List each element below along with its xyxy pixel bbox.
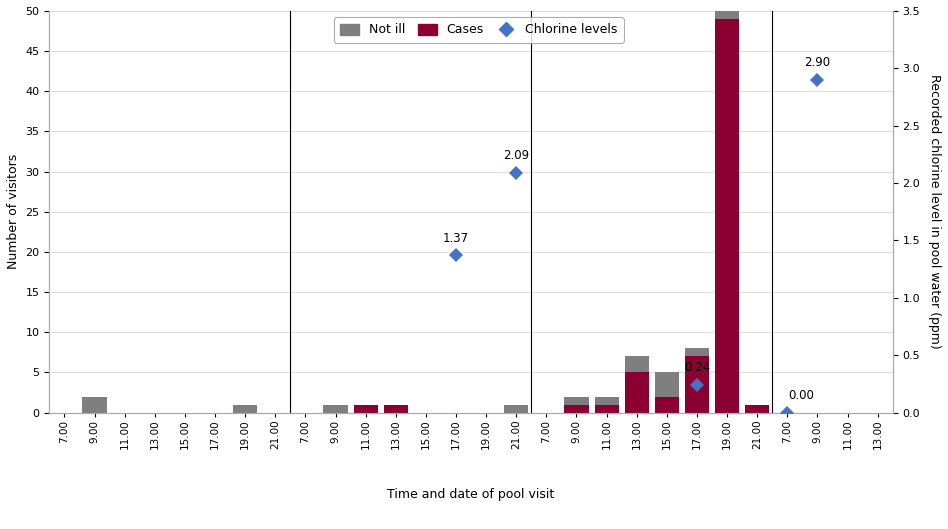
Bar bbox=[82, 397, 106, 413]
Bar bbox=[504, 405, 528, 413]
Chlorine levels bbox=[450, 252, 462, 259]
Text: 0.24: 0.24 bbox=[684, 361, 710, 374]
X-axis label: Time and date of pool visit: Time and date of pool visit bbox=[388, 488, 555, 501]
Text: 2.09: 2.09 bbox=[503, 149, 529, 162]
Bar bbox=[684, 349, 709, 357]
Chlorine levels bbox=[811, 77, 823, 83]
Legend: Not ill, Cases, Chlorine levels: Not ill, Cases, Chlorine levels bbox=[334, 17, 624, 43]
Chlorine levels bbox=[782, 409, 793, 416]
Chlorine levels bbox=[691, 382, 702, 388]
Bar bbox=[233, 405, 257, 413]
Bar bbox=[625, 357, 648, 372]
Line: Chlorine levels: Chlorine levels bbox=[451, 75, 822, 417]
Chlorine levels bbox=[511, 170, 522, 176]
Bar bbox=[354, 405, 377, 413]
Text: 1.37: 1.37 bbox=[443, 232, 469, 244]
Bar bbox=[564, 397, 589, 405]
Y-axis label: Recorded chlorine level in pool water (ppm): Recorded chlorine level in pool water (p… bbox=[928, 75, 941, 349]
Bar bbox=[684, 357, 709, 413]
Bar bbox=[594, 397, 619, 405]
Bar bbox=[625, 372, 648, 413]
Y-axis label: Number of visitors: Number of visitors bbox=[7, 154, 20, 269]
Bar bbox=[384, 405, 408, 413]
Bar bbox=[745, 405, 769, 413]
Bar bbox=[715, 0, 739, 19]
Bar bbox=[655, 397, 679, 413]
Bar bbox=[594, 405, 619, 413]
Bar bbox=[323, 405, 348, 413]
Text: 0.00: 0.00 bbox=[789, 389, 814, 402]
Bar bbox=[655, 372, 679, 397]
Bar bbox=[715, 19, 739, 413]
Text: 2.90: 2.90 bbox=[805, 56, 830, 69]
Bar bbox=[564, 405, 589, 413]
